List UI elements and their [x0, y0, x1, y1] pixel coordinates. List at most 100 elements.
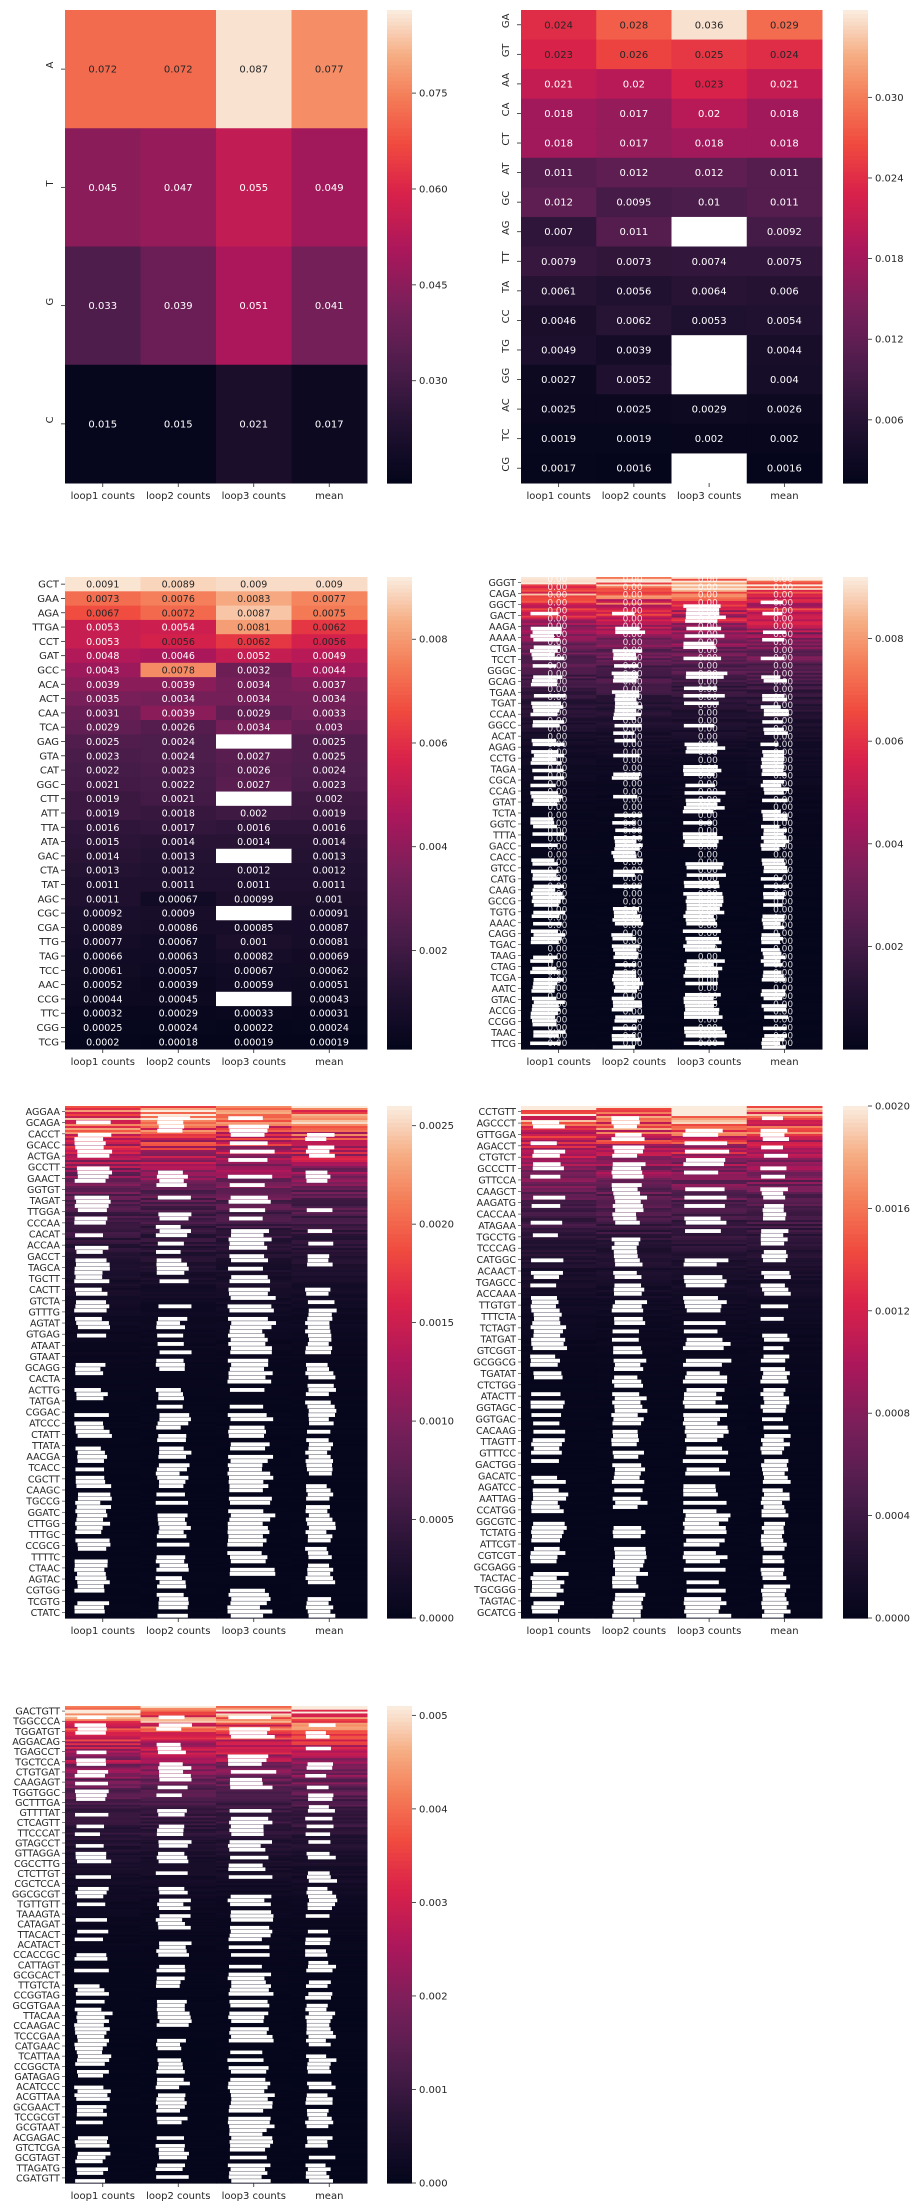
heatmap-cell: [521, 986, 597, 989]
colorbar-segment: [387, 1374, 412, 1380]
colorbar-segment: [843, 663, 868, 669]
heatmap-cell: [671, 825, 748, 829]
heatmap-cell: [596, 942, 672, 945]
heatmap-cell: [65, 577, 141, 592]
heatmap-cell-missing: [77, 1572, 106, 1576]
colorbar-segment: [387, 923, 412, 928]
heatmap-cell: [746, 606, 823, 609]
heatmap-cell: [746, 706, 823, 709]
colorbar-segment: [843, 1041, 868, 1046]
heatmap-cell: [65, 691, 141, 707]
colorbar-segment: [387, 1009, 412, 1015]
heatmap-cell: [746, 610, 823, 613]
heatmap-cell: [596, 967, 672, 971]
row-tick-label: GAG: [37, 737, 59, 748]
cell-value-label: 0.00: [623, 842, 643, 852]
heatmap-cell: [216, 748, 292, 764]
colorbar-segment: [387, 400, 412, 405]
heatmap-cell: [671, 600, 748, 604]
heatmap-cell-missing: [228, 1371, 273, 1376]
heatmap-cell-missing: [76, 1291, 108, 1296]
heatmap-cell-missing: [74, 1609, 105, 1614]
heatmap-cell: [596, 888, 672, 892]
heatmap-cell: [596, 602, 672, 606]
colorbar-segment: [843, 183, 868, 188]
colorbar-segment: [387, 659, 412, 665]
colorbar-segment: [387, 41, 412, 47]
heatmap-cell: [521, 872, 597, 875]
row-tick-label: CCG: [37, 994, 59, 1005]
heatmap-cell-missing: [229, 1388, 265, 1392]
heatmap-cell: [521, 787, 597, 790]
row-tick-label: TTA: [40, 823, 59, 834]
heatmap-cell-missing: [155, 1576, 182, 1581]
cell-value-label: 0.0034: [237, 723, 270, 734]
heatmap-cell: [521, 805, 597, 809]
cell-value-label: 0.00: [623, 583, 643, 593]
cell-value-label: 0.055: [239, 183, 268, 194]
heatmap-cell: [746, 855, 823, 858]
column-tick-label: loop1 counts: [526, 1057, 590, 1068]
heatmap-cell-missing: [159, 1526, 191, 1530]
heatmap-cell-missing: [612, 649, 643, 653]
cell-value-label: 0.0062: [237, 637, 270, 648]
heatmap-cell: [521, 866, 597, 869]
colorbar-segment: [843, 816, 868, 822]
heatmap-cell: [521, 827, 597, 831]
colorbar-segment: [843, 384, 868, 389]
heatmap-cell: [746, 667, 823, 670]
heatmap-cell-missing: [75, 1233, 103, 1238]
colorbar-segment: [387, 163, 412, 169]
heatmap-cell-missing: [159, 1350, 192, 1355]
colorbar-segment: [387, 368, 412, 374]
colorbar-segment: [843, 250, 868, 255]
heatmap-cell-missing: [231, 1597, 271, 1601]
heatmap-cell-missing: [613, 794, 638, 799]
colorbar-segment: [387, 1605, 412, 1611]
colorbar-segment: [387, 773, 412, 779]
cell-value-label: 0.00067: [159, 937, 198, 948]
cell-value-label: 0.00: [623, 882, 643, 892]
colorbar-segment: [843, 655, 868, 661]
colorbar-segment: [387, 423, 412, 429]
colorbar-segment: [843, 467, 868, 472]
colorbar-segment: [843, 222, 868, 228]
heatmap-cell-missing: [230, 1233, 264, 1238]
heatmap-cell: [216, 834, 292, 850]
colorbar-segment: [843, 17, 868, 23]
colorbar-segment: [387, 1447, 412, 1453]
colorbar-segment: [843, 962, 868, 967]
colorbar-segment: [843, 879, 868, 885]
colorbar-segment: [387, 222, 412, 228]
heatmap-cell: [746, 720, 823, 724]
heatmap-cell: [521, 975, 597, 978]
colorbar-segment: [843, 10, 868, 15]
heatmap-cell: [746, 997, 823, 1000]
column-tick-label: loop3 counts: [677, 491, 741, 502]
colorbar-segment: [387, 313, 412, 319]
heatmap-cell: [291, 364, 368, 484]
heatmap-cell-missing: [530, 611, 559, 616]
heatmap-cell-missing: [305, 1170, 328, 1175]
heatmap-cell-missing: [74, 1266, 110, 1271]
heatmap-cell: [521, 855, 597, 858]
cell-value-label: 0.00: [623, 622, 643, 632]
cell-value-label: 0.00: [623, 890, 643, 900]
heatmap-cell: [521, 801, 597, 805]
heatmap-cell: [216, 777, 292, 793]
heatmap-cell: [291, 863, 368, 878]
heatmap-cell: [521, 818, 597, 821]
colorbar-segment: [843, 632, 868, 637]
row-tick-label: ACCAA: [27, 1241, 60, 1252]
colorbar-segment: [387, 199, 412, 204]
colorbar-segment: [387, 1554, 412, 1559]
heatmap-cell-missing: [227, 1609, 273, 1614]
heatmap-cell: [596, 757, 672, 761]
heatmap-cell: [521, 246, 597, 277]
colorbar-segment: [387, 21, 412, 27]
heatmap-cell-missing: [532, 656, 565, 661]
heatmap-cell: [140, 1020, 217, 1036]
heatmap-cell: [596, 639, 672, 643]
colorbar-segment: [387, 1400, 412, 1406]
colorbar-segment: [387, 938, 412, 944]
